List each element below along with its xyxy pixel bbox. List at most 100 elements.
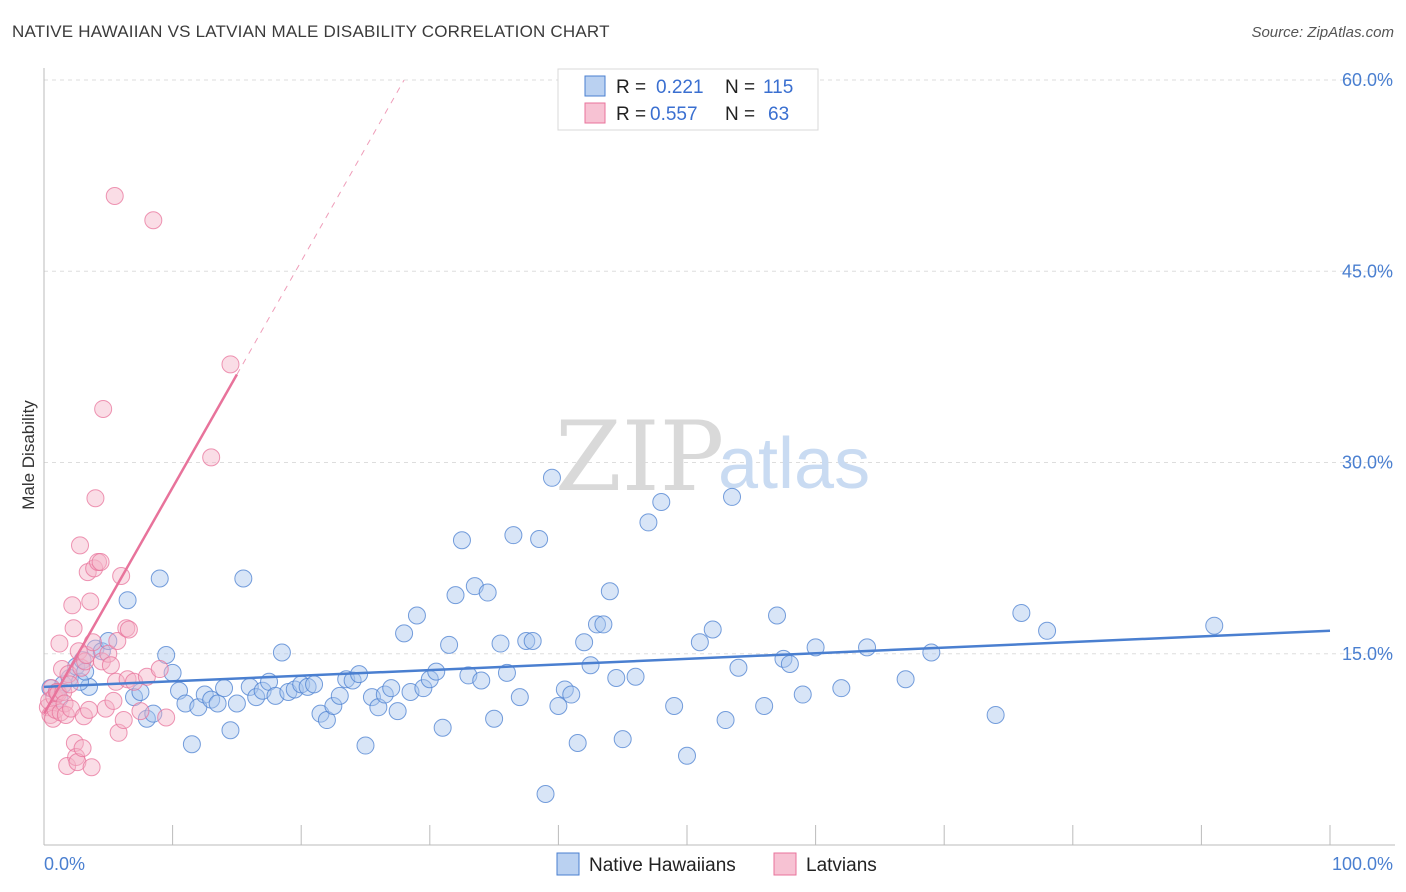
point-latvian — [101, 656, 120, 675]
y-tick-label: 45.0% — [1342, 261, 1393, 281]
trend-line-native-hawaiians — [43, 629, 1331, 689]
chart-title: NATIVE HAWAIIAN VS LATVIAN MALE DISABILI… — [12, 22, 610, 41]
y-tick-labels: 15.0% 30.0% 45.0% 60.0% — [1342, 70, 1393, 664]
point-native-hawaiian — [427, 662, 446, 681]
point-latvian — [86, 489, 105, 508]
point-latvian — [73, 739, 92, 758]
point-native-hawaiian — [986, 705, 1005, 724]
point-native-hawaiian — [99, 632, 118, 650]
point-native-hawaiian — [446, 586, 465, 605]
point-latvian — [81, 592, 100, 611]
legend-r-label-2: R = — [616, 104, 646, 125]
point-latvian — [119, 620, 138, 639]
legend-n-label-1: N = — [725, 77, 755, 98]
point-native-hawaiian — [607, 668, 626, 687]
point-latvian — [99, 644, 118, 663]
point-native-hawaiian — [1205, 616, 1224, 635]
point-native-hawaiian — [221, 721, 240, 740]
point-native-hawaiian — [407, 606, 426, 625]
point-native-hawaiian — [678, 746, 696, 765]
point-latvian — [202, 448, 221, 467]
point-native-hawaiian — [755, 697, 774, 716]
point-native-hawaiian — [575, 633, 594, 652]
point-native-hawaiian — [305, 675, 324, 694]
x-tick-label-min: 0.0% — [44, 854, 85, 874]
point-native-hawaiian — [247, 688, 266, 707]
point-native-hawaiian — [639, 513, 658, 532]
point-native-hawaiian — [600, 582, 619, 601]
point-native-hawaiian — [227, 694, 246, 713]
point-latvian — [114, 711, 133, 730]
point-native-hawaiian — [497, 663, 516, 682]
source-label: Source: ZipAtlas.com — [1251, 24, 1394, 41]
point-native-hawaiian — [568, 734, 587, 752]
point-native-hawaiian — [530, 530, 549, 548]
point-native-hawaiian — [491, 634, 510, 653]
point-native-hawaiian — [440, 635, 459, 654]
point-latvian — [92, 652, 111, 671]
point-latvian — [157, 708, 176, 727]
point-native-hawaiian — [1038, 621, 1057, 640]
point-native-hawaiian — [723, 487, 742, 506]
bottom-legend-swatch-blue — [556, 852, 580, 876]
point-latvian — [82, 758, 101, 777]
series-native-hawaiians — [41, 468, 1224, 803]
point-native-hawaiian — [478, 583, 497, 602]
point-native-hawaiian — [613, 730, 632, 749]
point-native-hawaiian — [517, 632, 536, 650]
legend-swatch-blue — [584, 75, 606, 97]
legend-swatch-pink — [584, 102, 606, 124]
point-native-hawaiian — [215, 679, 234, 698]
point-native-hawaiian — [330, 686, 349, 705]
point-native-hawaiian — [542, 468, 561, 487]
point-native-hawaiian — [375, 685, 394, 704]
point-native-hawaiian — [793, 685, 812, 704]
point-native-hawaiian — [716, 711, 735, 730]
legend-r-value-1: 0.221 — [656, 77, 704, 98]
point-native-hawaiian — [665, 697, 684, 716]
point-native-hawaiian — [388, 702, 407, 721]
point-native-hawaiian — [452, 531, 471, 550]
y-tick-label: 60.0% — [1342, 70, 1393, 90]
trend-line-latvians-extension — [236, 79, 405, 375]
legend-n-value-2: 63 — [768, 104, 789, 125]
legend-r-value-2: 0.557 — [650, 104, 698, 125]
point-native-hawaiian — [118, 591, 137, 610]
point-native-hawaiian — [581, 656, 600, 675]
point-native-hawaiian — [703, 620, 722, 639]
point-native-hawaiian — [523, 632, 542, 650]
bottom-legend-latvians: Latvians — [806, 855, 877, 876]
trend-line-latvians — [42, 373, 238, 715]
correlation-legend: R = 0.221 N = 115 R = 0.557 N = 63 — [557, 68, 819, 131]
point-latvian — [63, 596, 82, 615]
point-native-hawaiian — [652, 493, 671, 512]
legend-r-label-1: R = — [616, 77, 646, 98]
point-latvian — [50, 634, 69, 653]
point-latvian — [91, 552, 110, 571]
point-native-hawaiian — [562, 685, 581, 704]
point-native-hawaiian — [1012, 603, 1031, 622]
point-latvian — [107, 672, 126, 691]
point-native-hawaiian — [395, 624, 414, 643]
point-native-hawaiian — [832, 679, 851, 698]
point-latvian — [96, 699, 115, 718]
point-latvian — [51, 703, 70, 722]
legend-n-label-2: N = — [725, 104, 755, 125]
point-native-hawaiian — [182, 735, 201, 754]
point-native-hawaiian — [858, 638, 877, 657]
point-native-hawaiian — [80, 677, 99, 696]
point-latvian — [144, 211, 163, 230]
x-tick-label-max: 100.0% — [1332, 854, 1393, 874]
point-native-hawaiian — [806, 638, 825, 657]
point-native-hawaiian — [536, 785, 555, 803]
point-native-hawaiian — [485, 709, 504, 728]
point-native-hawaiian — [549, 697, 568, 716]
point-latvian — [94, 399, 113, 418]
point-native-hawaiian — [433, 718, 452, 737]
point-native-hawaiian — [504, 526, 523, 545]
y-tick-label: 30.0% — [1342, 453, 1393, 473]
y-tick-label: 15.0% — [1342, 644, 1393, 664]
grid-lines — [44, 79, 1395, 655]
point-native-hawaiian — [272, 643, 291, 662]
